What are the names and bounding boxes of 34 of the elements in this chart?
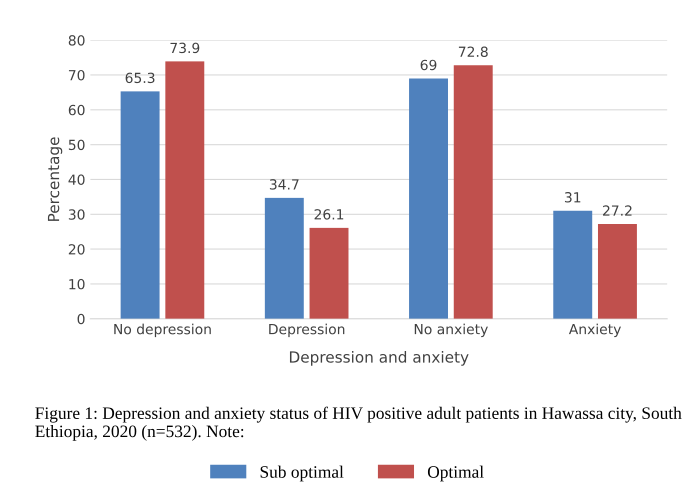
data-label: 26.1 <box>314 209 344 220</box>
y-tick-label: 50 <box>68 140 85 150</box>
x-tick-label: No anxiety <box>414 324 488 338</box>
bar <box>120 91 160 319</box>
bar <box>598 224 637 319</box>
x-tick-label: Depression <box>269 324 344 338</box>
data-label: 65.3 <box>126 72 154 84</box>
bar <box>264 198 304 319</box>
x-tick-label: Anxiety <box>568 324 621 338</box>
y-tick-label: 60 <box>68 104 85 116</box>
y-axis-title: Percentage <box>48 137 62 221</box>
legend-label: Optimal <box>428 466 484 482</box>
bar <box>165 61 204 319</box>
data-label: 69 <box>420 60 436 70</box>
bar <box>454 65 493 319</box>
data-label: 34.7 <box>270 179 299 190</box>
y-tick-label: 80 <box>68 35 85 46</box>
bar <box>409 78 448 319</box>
data-label: 27.2 <box>603 205 632 216</box>
caption: Figure 1: Depression and anxiety status of HIV positive adult patients in Hawassa city, South Ethiopia, 2020 (n=532). Note: <box>35 406 682 441</box>
y-tick-label: 20 <box>68 244 85 255</box>
x-tick-label: No depression <box>114 324 211 338</box>
x-axis-title: Depression and anxiety <box>290 350 469 366</box>
y-tick-label: 0 <box>78 314 85 324</box>
data-label: 73.9 <box>170 42 200 54</box>
bar <box>310 228 348 319</box>
data-label: 72.8 <box>458 46 488 57</box>
data-label: 31 <box>564 192 580 203</box>
bar <box>553 210 592 319</box>
y-tick-label: 10 <box>69 278 85 290</box>
legend-label: Sub optimal <box>260 466 344 482</box>
y-tick-label: 30 <box>68 209 85 220</box>
y-tick-label: 40 <box>68 174 85 185</box>
y-tick-label: 70 <box>68 70 85 80</box>
